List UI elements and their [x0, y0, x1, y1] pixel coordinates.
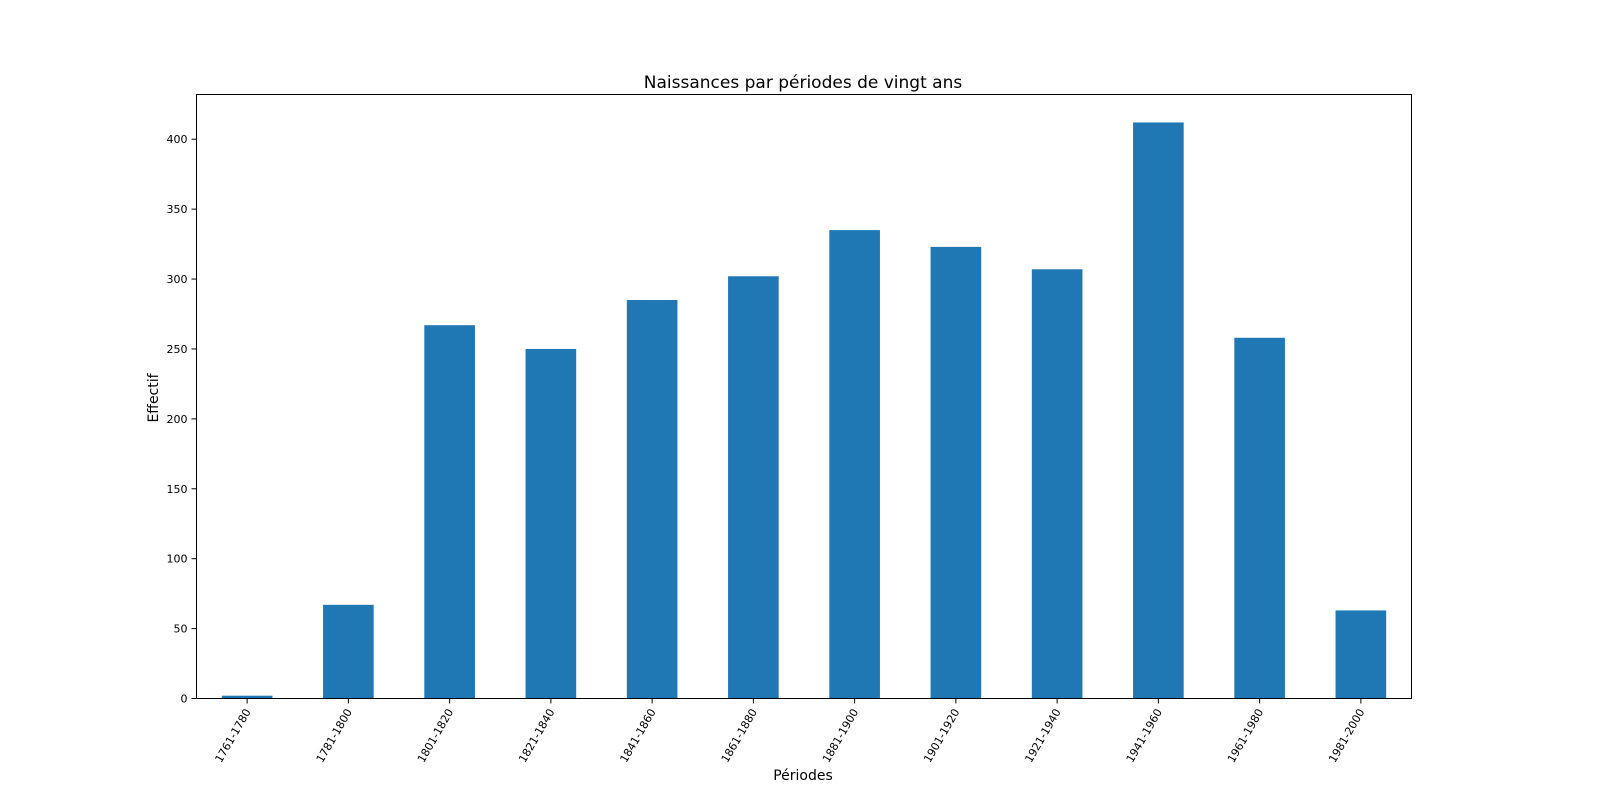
y-tick-label: 250 — [167, 343, 188, 356]
bars-group — [221, 122, 1387, 699]
y-tick-label: 300 — [167, 273, 188, 286]
x-tick-label: 1961-1980 — [1225, 707, 1266, 765]
y-tick-label: 50 — [174, 623, 188, 636]
plot-frame — [196, 94, 1412, 699]
y-tick-label: 0 — [181, 693, 188, 706]
bar-1801-1820 — [424, 325, 475, 699]
bar-1861-1880 — [728, 276, 779, 699]
x-tick-label: 1801-1820 — [415, 707, 456, 765]
x-tick-label: 1761-1780 — [212, 707, 253, 765]
bar-1821-1840 — [525, 348, 577, 699]
bar-1961-1980 — [1234, 337, 1285, 699]
x-tick-label: 1821-1840 — [516, 707, 557, 765]
y-axis-label: Effectif — [146, 372, 162, 422]
bar-1781-1800 — [323, 604, 374, 699]
chart-title: Naissances par périodes de vingt ans — [644, 73, 963, 93]
x-tick-label: 1981-2000 — [1326, 707, 1367, 765]
x-tick-label: 1841-1860 — [617, 707, 658, 765]
bar-1941-1960 — [1133, 122, 1184, 699]
x-axis-label: Périodes — [773, 768, 833, 784]
x-tick-label: 1901-1920 — [921, 707, 962, 765]
x-axis: 1761-1780 1781-1800 1801-1820 1821-1840 1841… — [212, 698, 1367, 765]
y-tick-label: 350 — [167, 203, 188, 216]
y-tick-label: 400 — [167, 133, 188, 146]
bar-1981-2000 — [1335, 610, 1387, 699]
bar-1761-1780 — [221, 695, 273, 699]
bar-1901-1920 — [930, 246, 982, 699]
x-tick-label: 1781-1800 — [314, 707, 355, 765]
bar-1841-1860 — [626, 300, 678, 699]
y-tick-label: 200 — [167, 413, 188, 426]
bar-1921-1940 — [1031, 269, 1083, 699]
y-tick-label: 100 — [167, 553, 188, 566]
y-tick-label: 150 — [167, 483, 188, 496]
bar-1881-1900 — [829, 230, 880, 699]
x-tick-label: 1941-1960 — [1124, 707, 1165, 765]
x-tick-label: 1881-1900 — [820, 707, 861, 765]
x-tick-label: 1861-1880 — [719, 707, 760, 765]
x-tick-label: 1921-1940 — [1022, 707, 1063, 765]
y-axis: 0 50 100 150 200 250 300 350 400 — [167, 133, 197, 706]
